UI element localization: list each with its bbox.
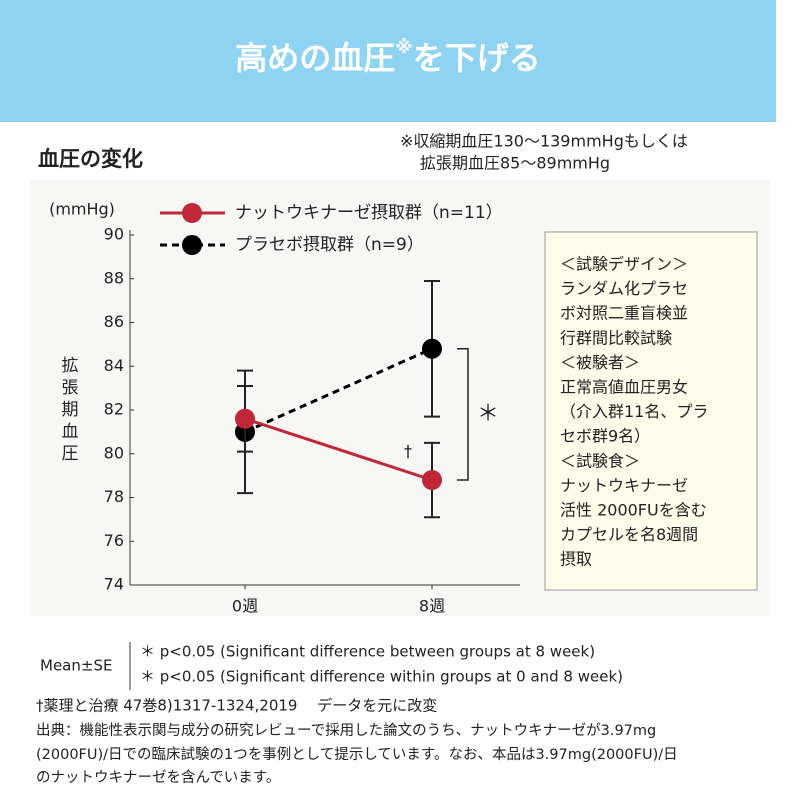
legend-marker	[182, 235, 202, 255]
legend-label: プラセボ摂取群（n=9）	[235, 235, 424, 255]
design-box	[544, 231, 758, 591]
y-label-char: 血	[62, 422, 79, 442]
bracket	[457, 348, 469, 481]
annotation-between: ＊	[477, 401, 499, 426]
design-line: ＜試験食＞	[560, 451, 640, 470]
title-main: 高めの血圧	[235, 39, 395, 77]
x-tick-label: 8週	[419, 597, 445, 616]
y-tick-label: 78	[104, 487, 124, 506]
design-line: 摂取	[560, 550, 592, 569]
design-line: 活性 2000FUを含む	[560, 501, 707, 520]
source: (2000FU)/日での臨床試験の1つを事例として提示しています。なお、本品は3…	[36, 746, 678, 763]
section-title: 血圧の変化	[38, 147, 143, 171]
source: のナットウキナーゼを含んでいます。	[36, 769, 280, 786]
point	[235, 408, 255, 429]
y-tick-label: 76	[104, 531, 124, 550]
y-label-char: 拡	[62, 356, 79, 376]
legend-label: ナットウキナーゼ摂取群（n=11）	[235, 203, 503, 223]
series-line	[244, 347, 433, 434]
y-label-char: 張	[62, 378, 79, 398]
y-tick-label: 80	[104, 443, 124, 462]
condition-note: 拡張期血圧85～89mmHg	[420, 154, 610, 173]
y-tick-label: 86	[104, 312, 124, 331]
design-line: ランダム化プラセ	[560, 279, 688, 298]
x-tick-label: 0週	[232, 597, 258, 616]
header-title: 高めの血圧※を下げる	[235, 37, 541, 77]
legend-marker	[182, 203, 202, 223]
stats-label: Mean±SE	[40, 657, 112, 675]
y-tick-label: 74	[104, 575, 124, 594]
design-line: ボ対照二重盲検並	[560, 304, 688, 323]
y-tick-label: 82	[104, 400, 124, 419]
title-end: を下げる	[413, 39, 541, 77]
condition-note: ※収縮期血圧130～139mmHgもしくは	[400, 132, 688, 151]
y-label-char: 圧	[62, 444, 79, 464]
y-tick-label: 90	[104, 225, 124, 244]
design-line: ＜試験デザイン＞	[560, 255, 688, 274]
design-line: セボ群9名）	[560, 427, 650, 446]
point	[422, 470, 442, 490]
design-line: 行群間比較試験	[560, 328, 672, 347]
reference: †薬理と治療 47巻8)1317-1324,2019 データを元に改変	[36, 697, 437, 715]
design-line: ナットウキナーゼ	[560, 476, 688, 495]
design-line: 正常高値血圧男女	[560, 378, 688, 397]
source: 出典：機能性表示関与成分の研究レビューで採用した論文のうち、ナットウキナーゼが3…	[36, 722, 656, 739]
stats-note: ＊ p<0.05 (Significant difference within …	[140, 668, 623, 686]
series-line	[244, 417, 433, 482]
stats-note: ＊ p<0.05 (Significant difference between…	[140, 643, 595, 661]
y-tick-label: 88	[104, 268, 124, 287]
point	[422, 338, 442, 359]
header-band	[0, 0, 776, 122]
design-line: カプセルを名8週間	[560, 525, 698, 544]
y-label-char: 期	[62, 400, 79, 420]
y-tick-label: 84	[104, 356, 124, 375]
design-line: （介入群11名、プラ	[560, 402, 708, 421]
design-line: ＜被験者＞	[560, 353, 640, 372]
title-mark: ※	[395, 37, 413, 58]
annotation-within: †	[404, 442, 412, 461]
y-unit: (mmHg)	[49, 200, 115, 219]
y-label: 拡張期血圧	[62, 356, 79, 464]
